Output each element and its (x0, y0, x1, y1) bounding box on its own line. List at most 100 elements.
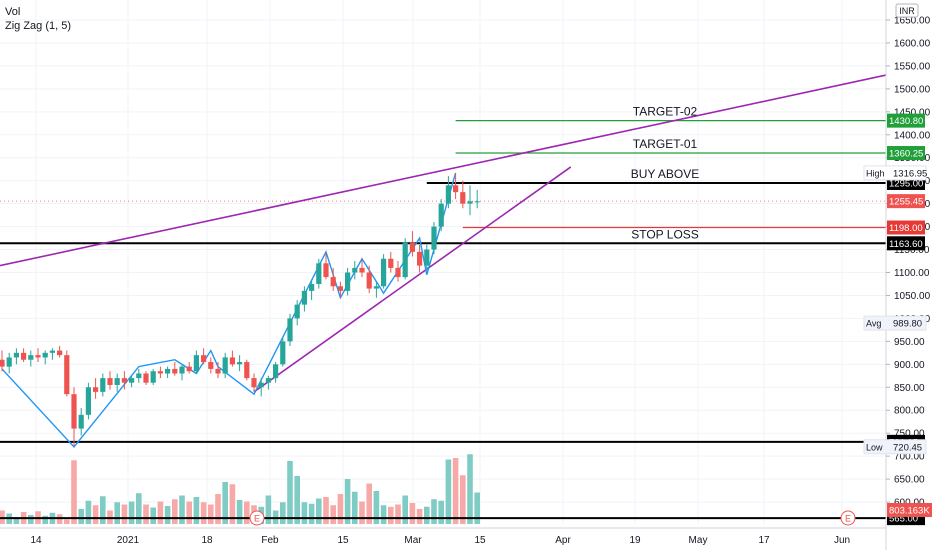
earnings-marker-label: E (845, 514, 851, 524)
level-badge-label: 1430.80 (889, 116, 923, 127)
candle-body (431, 226, 437, 250)
candle-body (417, 251, 423, 266)
volume-bar (395, 504, 401, 524)
volume-bar (380, 505, 387, 524)
level-annotations: TARGET-02 TARGET-01 BUY ABOVE STOP LOSS (631, 105, 699, 242)
volume-bar (424, 506, 430, 524)
candle-body (179, 366, 185, 374)
currency-badge[interactable] (895, 3, 919, 18)
volume-bar (200, 502, 207, 524)
volume-bar (452, 458, 459, 524)
volume-bar (308, 503, 315, 524)
volume-bar (366, 483, 372, 524)
candle-body (309, 283, 315, 291)
candle-body (28, 355, 34, 360)
candle-body (201, 355, 207, 363)
candle-body (35, 355, 41, 358)
avg-label-caption: Avg (866, 319, 881, 329)
candle-body (172, 368, 178, 374)
volume-bar (136, 493, 142, 524)
grid (0, 0, 886, 524)
price-tick-label: 1500.00 (894, 84, 931, 95)
candle-body (100, 378, 106, 392)
candle-body (280, 341, 286, 365)
candle-body (373, 286, 379, 289)
candle-body (136, 373, 142, 379)
volume-bar (244, 501, 250, 524)
volume-bar (193, 497, 200, 524)
volume-bar (157, 501, 164, 524)
price-tick-label: 900.00 (894, 360, 925, 371)
time-tick-label: 17 (758, 535, 770, 546)
level-annotation: BUY ABOVE (631, 167, 699, 181)
indicator-legend[interactable]: Vol Zig Zag (1, 5) (5, 6, 71, 32)
volume-bar (215, 494, 221, 524)
volume-bar (474, 492, 480, 524)
candle-body (453, 185, 459, 193)
volume-bar (64, 519, 70, 524)
volume-bar (42, 515, 48, 524)
volume-bar (100, 496, 106, 524)
price-tick-label: 1150.00 (894, 245, 930, 256)
volume-bar (330, 505, 336, 524)
candle-body (316, 263, 322, 284)
volume-bar (164, 506, 171, 524)
candle-body (301, 290, 307, 305)
level-badge (887, 146, 925, 161)
volume-bar (121, 504, 128, 524)
candle-body (474, 201, 480, 203)
candle-body (143, 373, 149, 383)
candle-body (251, 378, 257, 388)
time-axis-ticks: 14 2021 18 Feb 15 Mar 15 Apr 19 May 17 Jun (30, 535, 850, 546)
candle-body (273, 364, 279, 379)
time-tick-label: 18 (201, 535, 213, 546)
volume-bar (409, 503, 416, 524)
candle-body (330, 277, 336, 287)
volume-bar (359, 501, 365, 524)
candle-body (222, 357, 228, 374)
candle-body (49, 350, 55, 353)
candle-body (215, 368, 221, 374)
candle-body (467, 201, 473, 204)
candle-body (287, 318, 293, 342)
candle-body (381, 258, 387, 287)
price-axis[interactable]: 1650.00 1600.00 1550.00 1500.00 1450.00 1400.… (863, 0, 932, 550)
volume-bar (388, 506, 394, 524)
candle-body (0, 359, 5, 367)
time-tick-label: 19 (629, 535, 641, 546)
price-tick-label: 750.00 (894, 429, 925, 440)
volume-bar (179, 495, 185, 524)
candle-body (129, 378, 135, 383)
earnings-marker-label: E (254, 514, 260, 524)
candle-body (359, 267, 365, 273)
candle-body (186, 366, 192, 372)
legend-zigzag[interactable]: Zig Zag (1, 5) (5, 20, 71, 32)
candle-body (258, 382, 264, 388)
level-badge-label: 565.00 (889, 514, 918, 525)
candle-body (42, 352, 48, 358)
time-axis[interactable]: 14 2021 18 Feb 15 Mar 15 Apr 19 May 17 Jun (0, 527, 886, 546)
price-tick-label: 850.00 (894, 383, 925, 394)
price-tick-label: 1450.00 (894, 107, 931, 118)
volume-bar (352, 491, 358, 524)
candle-body (402, 242, 408, 278)
level-badge-label: 1295.00 (889, 178, 923, 189)
candle-body (71, 394, 77, 429)
legend-volume[interactable]: Vol (5, 6, 20, 18)
candle-body (323, 263, 329, 278)
candle-body (424, 249, 430, 266)
price-tick-label: 1650.00 (894, 16, 931, 27)
volume-bar (301, 502, 308, 524)
level-badge (887, 236, 925, 251)
volume-badge-label: 803.163K (889, 506, 930, 517)
volume-bar (92, 505, 99, 524)
time-tick-label: Apr (555, 535, 571, 546)
candle-body (64, 355, 70, 395)
time-tick-label: Mar (404, 535, 422, 546)
candle-body (107, 378, 113, 385)
volume-bar (416, 509, 423, 524)
volume-bar (280, 502, 286, 524)
